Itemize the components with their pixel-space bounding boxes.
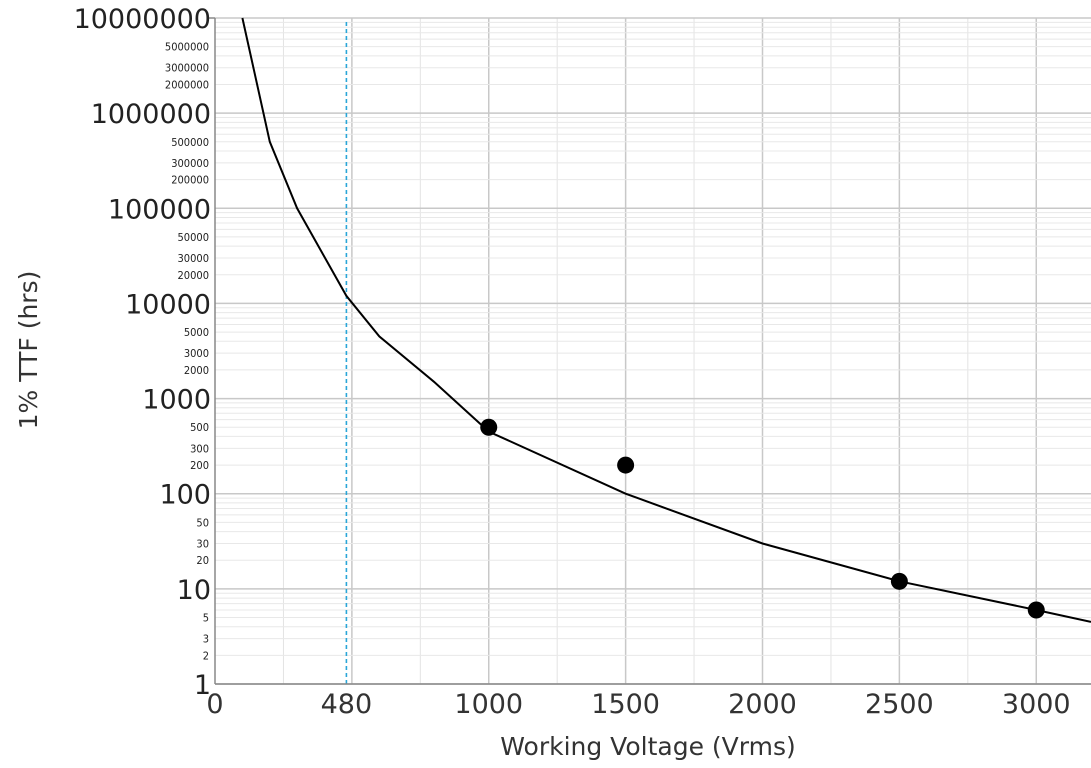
y-minor-tick-label: 300	[190, 442, 209, 455]
fit-curve	[241, 17, 1091, 623]
y-minor-tick-label: 5	[203, 611, 209, 624]
y-tick-label: 100	[159, 480, 211, 511]
y-minor-tick-label: 2000	[184, 364, 209, 377]
y-tick-label: 1000	[142, 385, 211, 416]
x-tick-label: 1500	[591, 689, 660, 720]
y-minor-tick-label: 3	[203, 633, 209, 646]
y-minor-tick-label: 200	[190, 459, 209, 472]
y-minor-tick-label: 3000000	[165, 62, 209, 75]
y-minor-tick-label: 200000	[171, 174, 209, 187]
y-minor-tick-label: 2	[203, 649, 209, 662]
data-point	[480, 418, 498, 436]
y-minor-tick-label: 2000000	[165, 79, 209, 92]
plot-background	[215, 18, 1091, 684]
y-minor-tick-label: 30000	[178, 252, 209, 265]
axes-group: 1101001000100001000001000000100000002352…	[74, 4, 1091, 720]
reference-line-group: 480	[321, 22, 373, 720]
y-minor-tick-label: 3000	[184, 347, 209, 360]
x-axis-title: Working Voltage (Vrms)	[500, 732, 795, 761]
y-minor-tick-label: 5000	[184, 326, 209, 339]
y-minor-tick-label: 500000	[171, 136, 209, 149]
y-axis-title: 1% TTF (hrs)	[14, 271, 43, 430]
y-tick-label: 10	[177, 575, 211, 606]
y-tick-label: 10000000	[74, 4, 211, 35]
y-tick-label: 1000000	[91, 99, 211, 130]
y-tick-label: 1	[194, 670, 211, 701]
y-minor-tick-label: 20	[196, 554, 209, 567]
x-tick-label: 1000	[454, 689, 523, 720]
data-point	[890, 572, 908, 590]
x-tick-label: 0	[206, 689, 223, 720]
grid-lines	[215, 17, 1091, 685]
y-tick-label: 100000	[108, 194, 211, 225]
data-point	[1027, 601, 1045, 619]
x-tick-label: 2000	[728, 689, 797, 720]
x-tick-label: 3000	[1002, 689, 1071, 720]
y-minor-tick-label: 50	[196, 516, 209, 529]
y-minor-tick-label: 5000000	[165, 41, 209, 54]
y-minor-tick-label: 50000	[178, 231, 209, 244]
series-group	[241, 17, 1091, 623]
y-minor-tick-label: 500	[190, 421, 209, 434]
y-minor-tick-label: 20000	[178, 269, 209, 282]
y-tick-label: 10000	[125, 289, 211, 320]
reference-line-label: 480	[321, 689, 373, 720]
y-minor-tick-label: 30	[196, 537, 209, 550]
data-point	[617, 456, 635, 474]
x-tick-label: 2500	[865, 689, 934, 720]
y-minor-tick-label: 300000	[171, 157, 209, 170]
